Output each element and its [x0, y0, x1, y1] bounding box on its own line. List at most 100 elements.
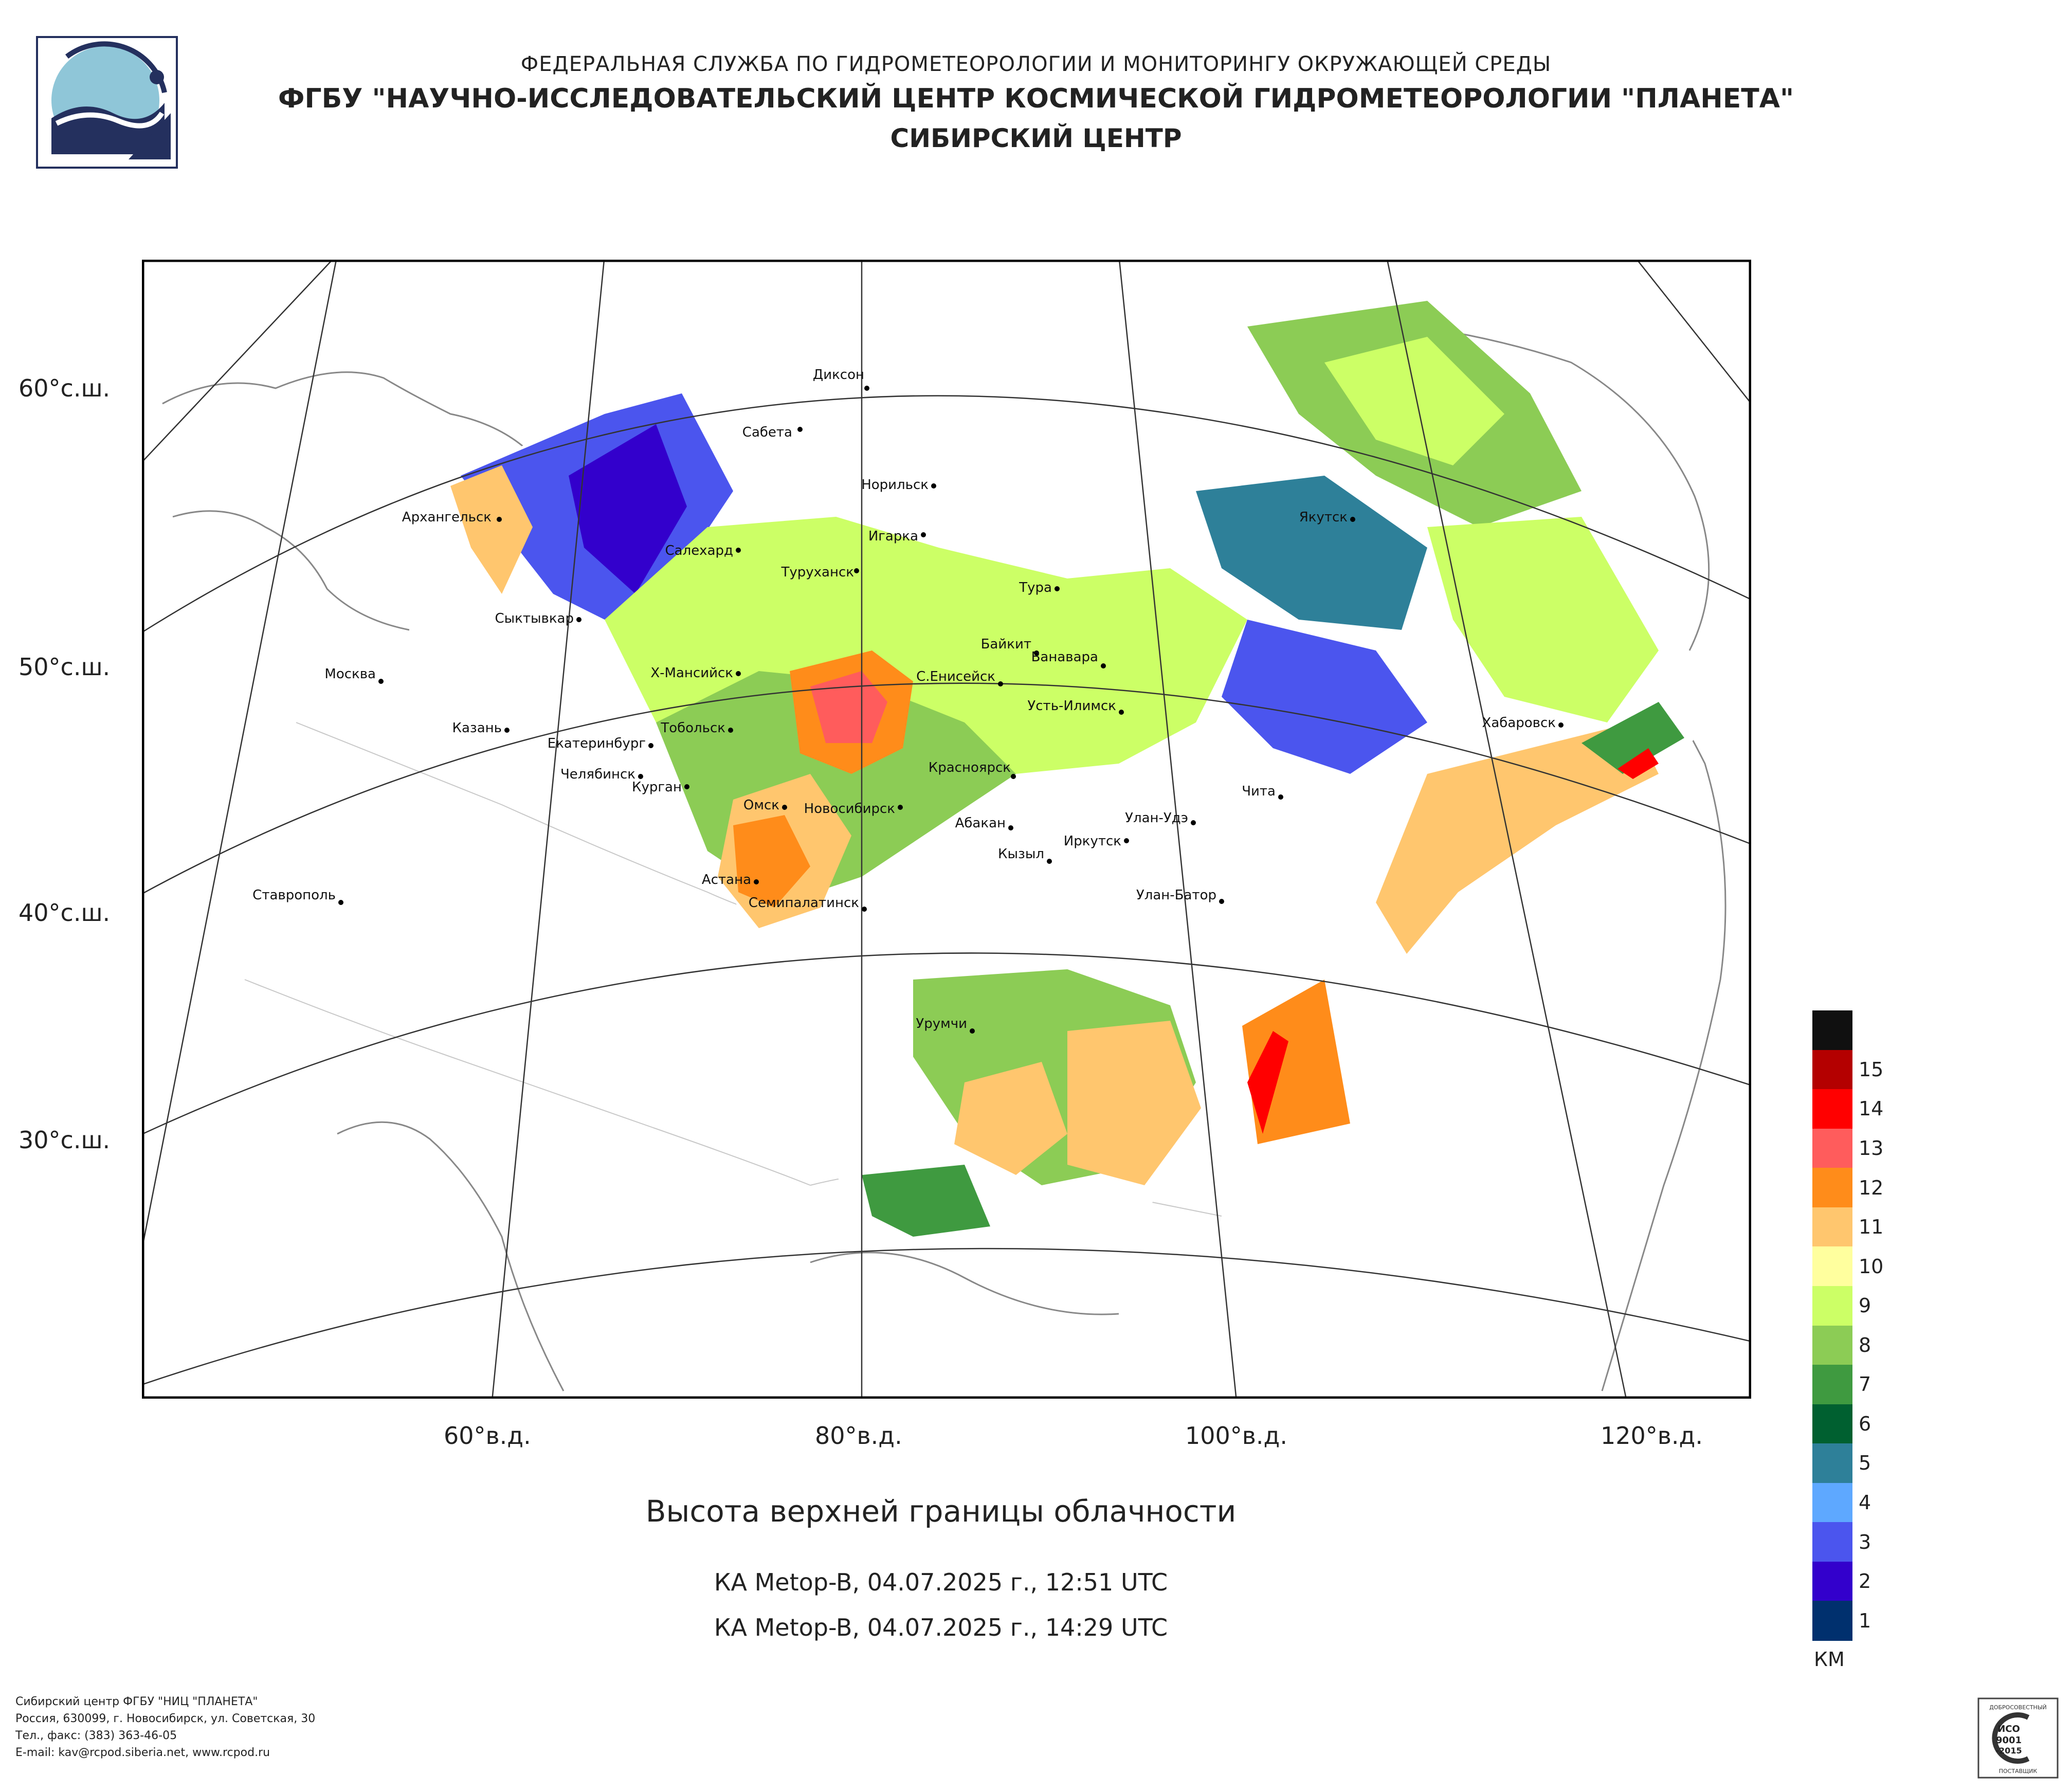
city-dot	[1558, 722, 1564, 728]
city-label: Челябинск	[560, 767, 635, 782]
legend-label: 12	[1859, 1176, 1884, 1199]
agency-title: ФЕДЕРАЛЬНАЯ СЛУЖБА ПО ГИДРОМЕТЕОРОЛОГИИ …	[520, 52, 1552, 76]
lon-label-80: 80°в.д.	[815, 1422, 902, 1450]
city-label: Екатеринбург	[548, 736, 646, 751]
legend-swatch	[1812, 1482, 1852, 1523]
logo	[36, 36, 178, 169]
city-label: Иркутск	[1064, 834, 1121, 849]
certificate-bottom: ПОСТАВЩИК	[1999, 1768, 2038, 1775]
city-label: Салехард	[665, 543, 733, 558]
cloud-swath	[450, 265, 1700, 1237]
city-dot	[1124, 838, 1129, 843]
city-label: Туруханск	[781, 565, 854, 580]
city-dot	[1008, 825, 1013, 830]
city-label: Чита	[1242, 784, 1276, 799]
city-dot	[782, 805, 787, 810]
city-markers: Диксон Сабета Норильск Архангельск Салехард И…	[252, 367, 1564, 1034]
city-label: Хабаровск	[1482, 715, 1556, 731]
city-dot	[736, 548, 741, 553]
city-label: Новосибирск	[804, 801, 895, 817]
city-dot	[1101, 663, 1106, 668]
city-label: Сабета	[742, 425, 792, 440]
legend-label: 11	[1859, 1216, 1884, 1239]
city-dot	[648, 743, 653, 748]
legend-label: 15	[1859, 1058, 1884, 1081]
legend-swatch	[1812, 1325, 1852, 1365]
certificate-2015: -2015	[1995, 1746, 2022, 1756]
city-dot	[864, 386, 869, 391]
city-dot	[684, 784, 689, 789]
legend-label: 4	[1859, 1491, 1871, 1514]
planeta-logo-icon	[36, 36, 178, 169]
city-label: Ставрополь	[252, 888, 336, 903]
certificate-icon: ДОБРОСОВЕСТНЫЙ ИСО 9001 -2015 ПОСТАВЩИК	[1977, 1697, 2059, 1779]
city-label: Норильск	[861, 477, 929, 493]
city-dot	[1219, 899, 1224, 904]
satellite-pass-1: КА Metop-B, 04.07.2025 г., 12:51 UTC	[714, 1568, 1168, 1596]
footer-address: Россия, 630099, г. Новосибирск, ул. Сове…	[15, 1712, 316, 1725]
legend-swatch	[1812, 1246, 1852, 1287]
lat-label-40: 40°с.ш.	[19, 899, 111, 927]
legend-swatch	[1812, 1050, 1852, 1090]
city-label: Якутск	[1299, 510, 1348, 525]
certificate-iso: ИСО	[1997, 1724, 2020, 1734]
legend-label: 9	[1859, 1294, 1871, 1317]
certificate-9001: 9001	[1996, 1735, 2022, 1746]
cloud-top-height-map: Диксон Сабета Норильск Архангельск Салехард И…	[141, 259, 1752, 1399]
certificate-top: ДОБРОСОВЕСТНЫЙ	[1989, 1704, 2047, 1711]
legend-swatch	[1812, 1168, 1852, 1208]
city-label: Курган	[632, 780, 682, 795]
city-dot	[1278, 794, 1283, 800]
city-dot	[898, 805, 903, 810]
city-dot	[638, 774, 643, 779]
legend-label: 7	[1859, 1373, 1871, 1396]
city-label: Игарка	[868, 529, 918, 544]
city-label: Семипалатинск	[749, 895, 859, 911]
footer-org: Сибирский центр ФГБУ "НИЦ "ПЛАНЕТА"	[15, 1695, 258, 1708]
city-dot	[576, 617, 581, 622]
institute-title: ФГБУ "НАУЧНО-ИССЛЕДОВАТЕЛЬСКИЙ ЦЕНТР КОС…	[278, 83, 1794, 114]
city-label: Сыктывкар	[495, 611, 574, 626]
legend-label: 6	[1859, 1412, 1871, 1435]
city-dot	[497, 517, 502, 522]
city-dot	[1034, 650, 1039, 656]
map-title: Высота верхней границы облачности	[645, 1494, 1237, 1529]
lon-label-60: 60°в.д.	[444, 1422, 531, 1450]
legend-label: 2	[1859, 1570, 1871, 1593]
city-dot	[1011, 774, 1016, 779]
city-label: Усть-Илимск	[1027, 698, 1116, 714]
legend-swatch	[1812, 1522, 1852, 1562]
city-label: Ванавара	[1031, 649, 1098, 665]
footer-email: E-mail: kav@rcpod.siberia.net, www.rcpod…	[15, 1746, 270, 1759]
center-title: СИБИРСКИЙ ЦЕНТР	[890, 123, 1182, 153]
legend-swatch	[1812, 1089, 1852, 1129]
city-dot	[797, 427, 803, 432]
city-dot	[1191, 820, 1196, 825]
lon-label-120: 120°в.д.	[1601, 1422, 1703, 1450]
city-label: С.Енисейск	[916, 669, 995, 684]
city-label: Байкит	[981, 637, 1031, 652]
city-label: Урумчи	[916, 1016, 967, 1032]
color-legend	[1812, 1010, 1852, 1641]
legend-swatch	[1812, 1443, 1852, 1484]
city-dot	[931, 483, 936, 489]
city-label: Красноярск	[929, 760, 1011, 775]
city-dot	[921, 532, 926, 537]
legend-label: 14	[1859, 1097, 1884, 1120]
city-dot	[378, 679, 384, 684]
lat-label-30: 30°с.ш.	[19, 1126, 111, 1154]
lat-label-50: 50°с.ш.	[19, 653, 111, 681]
legend-swatch	[1812, 1286, 1852, 1326]
city-label: Тобольск	[660, 720, 725, 736]
city-label: Кызыл	[998, 846, 1044, 862]
legend-swatch	[1812, 1404, 1852, 1444]
legend-label: 10	[1859, 1255, 1884, 1278]
city-label: Казань	[452, 720, 502, 736]
city-dot	[338, 900, 343, 905]
legend-label: 5	[1859, 1452, 1871, 1475]
legend-label: 8	[1859, 1333, 1871, 1356]
graticule	[142, 260, 1751, 1399]
city-dot	[862, 907, 867, 912]
legend-label: 13	[1859, 1136, 1884, 1160]
city-dot	[728, 728, 733, 733]
